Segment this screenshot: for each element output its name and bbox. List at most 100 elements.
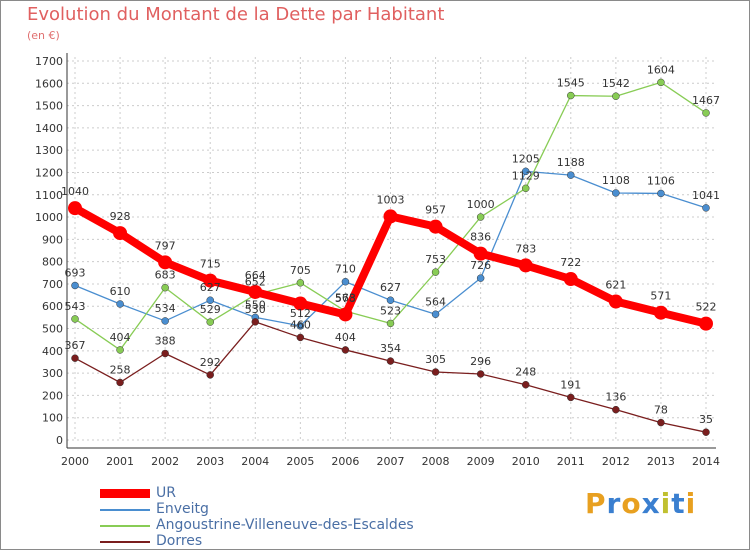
y-tick-label: 1200 [35, 166, 63, 179]
line-chart: 0 100 200 300 400 500 600 700 800 900 1000 1100 1200… [35, 53, 720, 468]
data-label-dorres: 292 [200, 356, 221, 369]
legend-label: UR [156, 485, 176, 501]
y-tick-label: 200 [42, 389, 63, 402]
data-point-ur [653, 305, 668, 320]
data-point-enveitg [71, 281, 79, 290]
data-label-enveitg: 627 [200, 281, 221, 294]
legend-swatch [100, 509, 150, 511]
legend-swatch [100, 525, 150, 527]
data-label-dorres: 258 [110, 363, 131, 376]
data-label-enveitg: 512 [290, 307, 311, 320]
data-point-dorres [702, 428, 710, 436]
data-point-ur [428, 219, 443, 234]
brand-logo: Proxiti [585, 487, 696, 520]
x-tick-label: 2004 [241, 455, 269, 468]
y-tick-label: 1600 [35, 77, 63, 90]
data-label-dorres: 460 [290, 318, 311, 331]
x-tick-label: 2012 [602, 455, 630, 468]
grid-layer [67, 57, 716, 441]
data-label-ur: 836 [470, 231, 491, 244]
brand-letter: x [641, 487, 661, 520]
data-label-ur: 522 [696, 301, 717, 314]
data-point-enveitg [296, 322, 305, 330]
data-label-dorres: 248 [515, 366, 536, 379]
data-label-ur: 797 [155, 239, 176, 252]
y-tick-label: 1100 [35, 189, 63, 202]
y-tick-label: 900 [42, 233, 63, 246]
data-label-dorres: 78 [654, 404, 668, 417]
data-point-dorres [206, 371, 214, 379]
data-label-ur: 722 [560, 256, 581, 269]
x-tick-label: 2011 [557, 455, 585, 468]
data-label-ur: 783 [515, 242, 536, 255]
data-label-dorres: 404 [335, 331, 356, 344]
x-tick-label: 2000 [61, 455, 89, 468]
y-tick-label: 600 [42, 300, 63, 313]
y-tick-label: 300 [42, 367, 63, 380]
data-point-ur [473, 246, 488, 261]
data-label-ur: 1003 [377, 193, 405, 206]
x-tick-label: 2007 [377, 455, 405, 468]
data-point-enveitg [116, 300, 124, 308]
data-label-angoustrine-villeneuve-des-escaldes: 529 [200, 303, 221, 316]
data-point-angoustrine-villeneuve-des-escaldes [431, 268, 440, 276]
x-tick-label: 2006 [331, 455, 359, 468]
data-label-enveitg: 534 [155, 302, 176, 315]
data-label-enveitg: 693 [65, 267, 86, 280]
y-tick-label: 500 [42, 323, 63, 336]
brand-letter: r [606, 487, 622, 520]
data-label-dorres: 35 [699, 413, 713, 426]
data-point-dorres [567, 393, 575, 402]
data-label-ur: 957 [425, 204, 446, 217]
y-tick-label: 800 [42, 256, 63, 269]
x-tick-label: 2009 [467, 455, 495, 468]
data-label-angoustrine-villeneuve-des-escaldes: 523 [380, 304, 401, 317]
data-label-ur: 715 [200, 258, 221, 271]
data-point-ur [518, 258, 533, 273]
data-label-angoustrine-villeneuve-des-escaldes: 705 [290, 264, 311, 277]
legend-label: Dorres [156, 533, 203, 549]
data-point-angoustrine-villeneuve-des-escaldes [161, 283, 169, 292]
data-point-dorres [386, 357, 395, 365]
data-point-dorres [296, 333, 305, 342]
data-label-angoustrine-villeneuve-des-escaldes: 578 [335, 292, 356, 305]
series-layer [68, 78, 713, 436]
data-point-ur [68, 201, 82, 216]
data-label-angoustrine-villeneuve-des-escaldes: 404 [110, 331, 131, 344]
brand-letter: i [660, 487, 672, 520]
data-label-dorres: 136 [605, 391, 626, 404]
data-label-layer: 693 610 534 627 550 512 710 627 564 726 1205 1188 11… [61, 63, 720, 426]
data-label-angoustrine-villeneuve-des-escaldes: 683 [155, 269, 176, 282]
data-point-enveitg [476, 274, 485, 282]
data-point-ur [113, 226, 128, 241]
data-point-enveitg [206, 296, 214, 304]
data-point-enveitg [341, 277, 350, 286]
data-label-enveitg: 1188 [557, 156, 585, 169]
data-label-ur: 928 [110, 210, 131, 223]
data-point-enveitg [702, 204, 710, 212]
data-label-enveitg: 726 [470, 259, 491, 272]
data-label-ur: 621 [605, 279, 626, 292]
data-point-enveitg [567, 171, 575, 179]
data-label-dorres: 305 [425, 353, 446, 366]
data-point-angoustrine-villeneuve-des-escaldes [612, 92, 620, 100]
data-label-angoustrine-villeneuve-des-escaldes: 753 [425, 253, 446, 266]
unit-label: (en €) [27, 29, 60, 42]
legend-label: Angoustrine-Villeneuve-des-Escaldes [156, 517, 414, 533]
data-label-ur: 563 [335, 291, 356, 304]
x-tick-label: 2010 [512, 455, 540, 468]
legend-label: Enveitg [156, 501, 209, 517]
data-point-dorres [657, 418, 665, 427]
data-label-angoustrine-villeneuve-des-escaldes: 1000 [467, 198, 495, 211]
legend-swatch [100, 541, 150, 543]
data-point-dorres [612, 405, 620, 414]
data-point-angoustrine-villeneuve-des-escaldes [296, 279, 305, 287]
data-point-ur [203, 273, 218, 288]
data-label-enveitg: 610 [110, 285, 131, 298]
x-tick-label: 2001 [106, 455, 134, 468]
x-tick-label: 2014 [692, 455, 720, 468]
data-point-ur [383, 209, 398, 224]
data-point-dorres [476, 370, 485, 378]
x-tick-label: 2005 [286, 455, 314, 468]
